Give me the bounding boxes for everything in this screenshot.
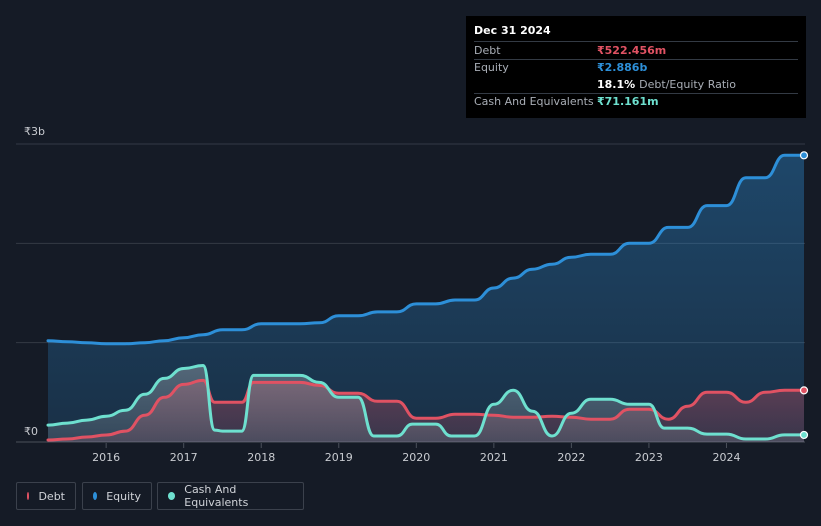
equity-line bbox=[46, 153, 806, 346]
x-tick-label-2019: 2019 bbox=[325, 451, 353, 464]
legend-equity[interactable]: Equity bbox=[82, 482, 152, 510]
x-tick-label-2016: 2016 bbox=[92, 451, 120, 464]
equity-end-point bbox=[799, 151, 809, 160]
x-tick-label-2022: 2022 bbox=[557, 451, 585, 464]
debt-line bbox=[46, 378, 806, 442]
cash-end-point bbox=[799, 430, 809, 440]
tooltip-ratio-label: Debt/Equity Ratio bbox=[639, 77, 736, 91]
axis-label-layer: ₹3b ₹0 2016 2017 2018 2019 2020 2021 2022 2023 202… bbox=[24, 125, 740, 464]
x-tick-label-2020: 2020 bbox=[402, 451, 430, 464]
tooltip-ratio-row: 18.1% Debt/Equity Ratio bbox=[474, 76, 798, 93]
debt-end-point bbox=[799, 386, 809, 395]
tooltip-debt-value: ₹522.456m bbox=[597, 43, 667, 57]
x-tick-label-2017: 2017 bbox=[170, 451, 198, 464]
y-tick-label-bottom: ₹0 bbox=[24, 425, 38, 438]
tooltip-cash-label: Cash And Equivalents bbox=[474, 95, 594, 109]
equity-area bbox=[48, 155, 804, 443]
legend-cash[interactable]: Cash And Equivalents bbox=[157, 482, 304, 510]
legend-debt-label: Debt bbox=[38, 489, 65, 503]
x-tick-label-2021: 2021 bbox=[480, 451, 508, 464]
cash-line bbox=[46, 364, 806, 441]
tooltip-equity-row: Equity ₹2.886b bbox=[474, 58, 798, 77]
y-tick-label-top: ₹3b bbox=[24, 125, 45, 138]
tooltip-equity-label: Equity bbox=[474, 61, 509, 75]
legend-equity-dot-icon bbox=[93, 492, 98, 500]
legend-debt-dot-icon bbox=[27, 492, 30, 500]
legend-cash-dot-icon bbox=[168, 492, 176, 500]
x-tick-label-2023: 2023 bbox=[635, 451, 663, 464]
tooltip-cash-value: ₹71.161m bbox=[597, 95, 659, 109]
tooltip-debt-label: Debt bbox=[474, 43, 501, 57]
area-layer bbox=[48, 155, 804, 443]
x-tick-label-2024: 2024 bbox=[712, 451, 740, 464]
cash-area bbox=[48, 365, 804, 442]
legend-debt[interactable]: Debt bbox=[16, 482, 76, 510]
tooltip-ratio-value: 18.1% bbox=[597, 77, 636, 91]
tooltip-debt-row: Debt ₹522.456m bbox=[474, 41, 798, 59]
x-tick-label-2018: 2018 bbox=[247, 451, 275, 464]
tooltip-cash-row: Cash And Equivalents ₹71.161m bbox=[474, 92, 798, 111]
tooltip-panel: Dec 31 2024 Debt ₹522.456m Equity ₹2.886… bbox=[466, 16, 806, 118]
line-layer bbox=[46, 153, 806, 442]
end-dot-layer bbox=[799, 151, 809, 440]
tooltip-equity-value: ₹2.886b bbox=[597, 61, 648, 75]
tooltip-date: Dec 31 2024 bbox=[474, 24, 551, 37]
legend-cash-label: Cash And Equivalents bbox=[184, 483, 249, 509]
legend-equity-label: Equity bbox=[106, 489, 141, 503]
